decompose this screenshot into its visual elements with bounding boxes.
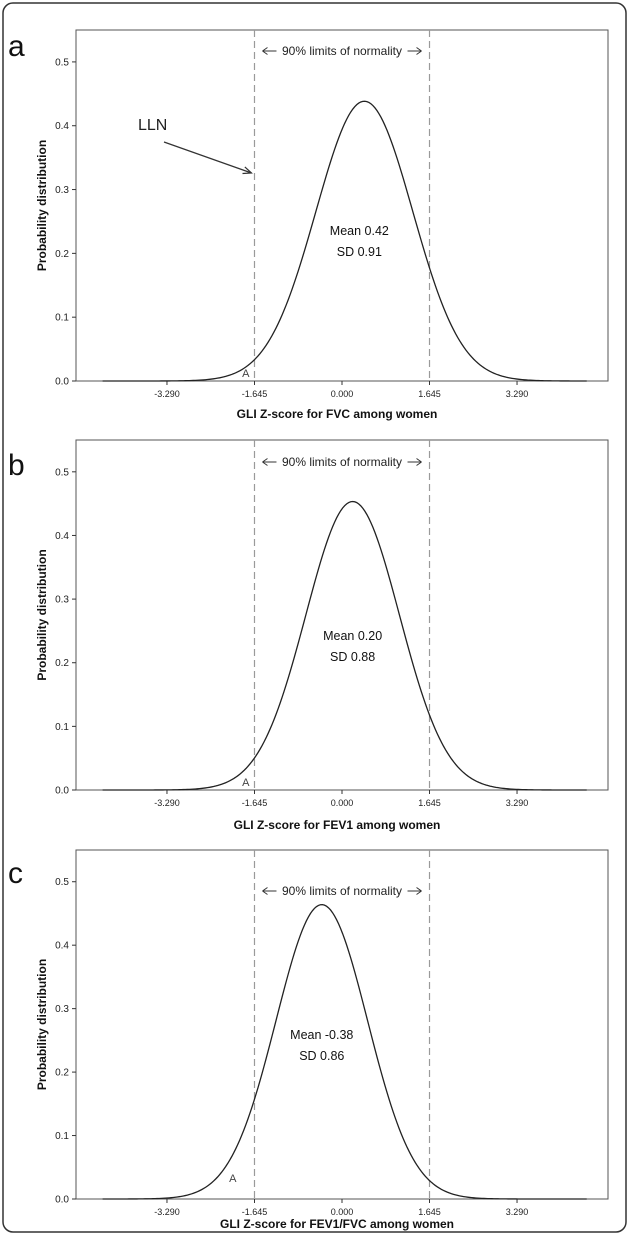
x-tick-label: 1.645 bbox=[418, 1207, 441, 1217]
limits-arrowhead-left bbox=[262, 47, 268, 55]
chart-panel-a: a 0.0 0.1 0.2 0.3 0.4 0.5 -3.290 -1.645 0.000 1.64… bbox=[8, 29, 609, 421]
panel-letter: c bbox=[8, 857, 23, 890]
y-tick-label: 0.4 bbox=[55, 121, 69, 132]
y-tick-label: 0.0 bbox=[55, 1195, 69, 1206]
y-tick-label: 0.5 bbox=[55, 877, 69, 888]
limits-label: 90% limits of normality bbox=[282, 455, 402, 469]
limits-arrowhead-right bbox=[416, 47, 422, 55]
limits-arrowhead-left bbox=[262, 887, 268, 895]
x-tick-label: 0.000 bbox=[331, 1207, 354, 1217]
x-tick-label: 3.290 bbox=[506, 389, 529, 399]
lln-arrow bbox=[163, 141, 252, 174]
limits-arrowhead-right bbox=[416, 887, 422, 895]
limits-label: 90% limits of normality bbox=[282, 44, 402, 58]
y-tick-label: 0.2 bbox=[55, 1068, 69, 1079]
x-tick-label: -1.645 bbox=[242, 1207, 268, 1217]
x-tick-label: 3.290 bbox=[506, 1207, 529, 1217]
point-label-a: A bbox=[242, 777, 250, 789]
x-tick-label: -1.645 bbox=[242, 798, 268, 808]
y-tick-label: 0.3 bbox=[55, 185, 69, 196]
chart-panel-c: c 0.0 0.1 0.2 0.3 0.4 0.5 -3.290 -1.645 0.000 1.64… bbox=[8, 849, 609, 1231]
x-axis-label: GLI Z-score for FVC among women bbox=[237, 407, 438, 421]
distribution-curve bbox=[102, 904, 587, 1200]
y-tick-label: 0.2 bbox=[55, 249, 69, 260]
y-tick-label: 0.1 bbox=[55, 313, 69, 324]
mean-label: Mean -0.38 bbox=[290, 1028, 353, 1042]
x-tick-label: 0.000 bbox=[331, 389, 354, 399]
sd-label: SD 0.88 bbox=[330, 650, 375, 664]
mean-label: Mean 0.42 bbox=[330, 224, 389, 238]
y-tick-label: 0.1 bbox=[55, 1131, 69, 1142]
x-tick-label: -3.290 bbox=[154, 798, 180, 808]
x-tick-label: 1.645 bbox=[418, 798, 441, 808]
distribution-curve bbox=[102, 100, 587, 382]
distribution-curve bbox=[102, 500, 587, 791]
x-axis-label: GLI Z-score for FEV1/FVC among women bbox=[220, 1217, 454, 1231]
x-tick-label: -3.290 bbox=[154, 389, 180, 399]
mean-label: Mean 0.20 bbox=[323, 629, 382, 643]
y-axis-label: Probability distribution bbox=[35, 959, 49, 1090]
x-tick-label: 0.000 bbox=[331, 798, 354, 808]
x-tick-label: 3.290 bbox=[506, 798, 529, 808]
y-axis-label: Probability distribution bbox=[35, 140, 49, 271]
y-tick-label: 0.2 bbox=[55, 658, 69, 669]
y-tick-label: 0.1 bbox=[55, 722, 69, 733]
y-tick-label: 0.3 bbox=[55, 1004, 69, 1015]
y-tick-label: 0.5 bbox=[55, 467, 69, 478]
point-label-a: A bbox=[229, 1173, 237, 1185]
y-axis-label: Probability distribution bbox=[35, 549, 49, 680]
panel-letter: b bbox=[8, 449, 25, 482]
sd-label: SD 0.91 bbox=[337, 245, 382, 259]
y-tick-label: 0.0 bbox=[55, 786, 69, 797]
x-tick-label: 1.645 bbox=[418, 389, 441, 399]
lln-arrowhead bbox=[242, 166, 253, 175]
point-label-a: A bbox=[242, 368, 250, 380]
y-tick-label: 0.3 bbox=[55, 595, 69, 606]
x-axis-label: GLI Z-score for FEV1 among women bbox=[234, 818, 441, 832]
lln-label: LLN bbox=[138, 117, 167, 134]
y-tick-label: 0.0 bbox=[55, 377, 69, 388]
y-tick-label: 0.4 bbox=[55, 941, 69, 952]
sd-label: SD 0.86 bbox=[299, 1049, 344, 1063]
y-tick-label: 0.5 bbox=[55, 57, 69, 68]
chart-panel-b: b 0.0 0.1 0.2 0.3 0.4 0.5 -3.290 -1.645 0.000 1.64… bbox=[8, 439, 609, 832]
limits-arrowhead-left bbox=[262, 458, 268, 466]
x-tick-label: -3.290 bbox=[154, 1207, 180, 1217]
x-tick-label: -1.645 bbox=[242, 389, 268, 399]
limits-label: 90% limits of normality bbox=[282, 884, 402, 898]
panel-letter: a bbox=[8, 30, 25, 63]
limits-arrowhead-right bbox=[416, 458, 422, 466]
y-tick-label: 0.4 bbox=[55, 531, 69, 542]
